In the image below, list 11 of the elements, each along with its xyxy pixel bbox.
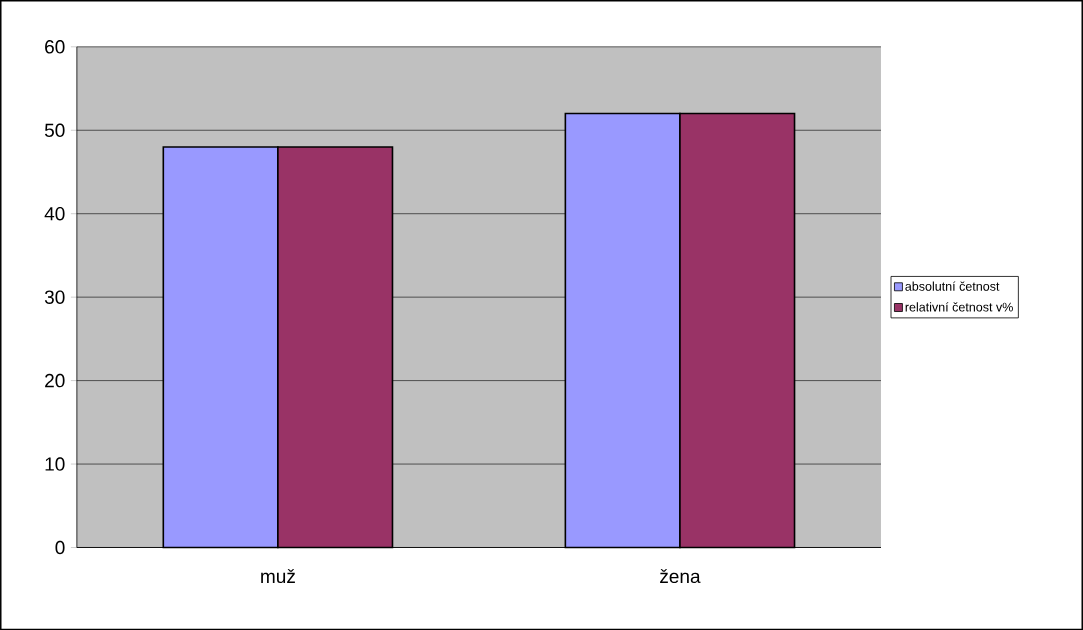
y-tick-label: 10 xyxy=(45,457,65,471)
x-tick-label: žena xyxy=(660,568,701,583)
legend-label: absolutní četnost xyxy=(905,281,1000,291)
y-tick-label: 20 xyxy=(45,373,65,388)
legend-label: relativní četnost v% xyxy=(905,301,1013,312)
y-tick-label: 30 xyxy=(44,290,65,304)
y-tick-label: 60 xyxy=(45,39,65,54)
y-tick-label: 0 xyxy=(55,540,65,555)
y-tick-label: 50 xyxy=(44,123,65,137)
x-tick-label: muž xyxy=(261,568,295,583)
y-tick-label: 40 xyxy=(44,206,65,221)
